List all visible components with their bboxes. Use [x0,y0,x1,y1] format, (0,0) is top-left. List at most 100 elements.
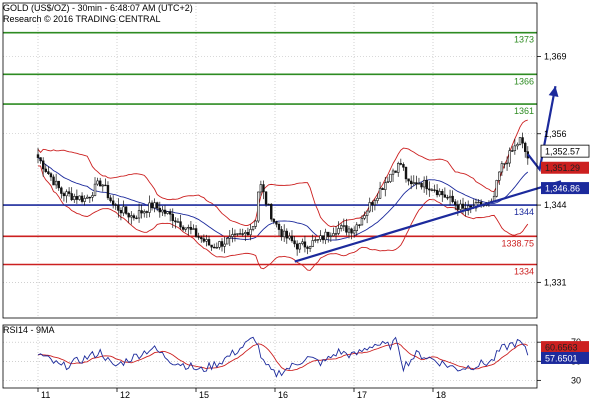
candle-body [49,173,53,178]
candle-body [477,201,480,204]
candle-body [257,191,260,222]
candle-body [156,202,159,209]
candle-body [210,244,213,248]
candle-body [360,217,364,226]
candle-body [132,215,136,219]
candle-body [163,209,167,214]
candle-body [192,228,195,230]
candle-body [277,223,281,230]
rsi-ma-tag-bg [541,341,589,354]
candle-body [187,226,190,229]
candle-body [469,205,472,208]
candle-body [298,243,301,250]
chart-title: GOLD (US$/OZ) - 30min - 6:48:07 AM (UTC+… [3,3,193,13]
candle-body [135,217,138,220]
candle-body [148,202,151,213]
candle-body [145,211,149,213]
candle-body [368,202,371,212]
candle-body [231,234,234,237]
candle-body [80,195,84,202]
band-price-tag: 1,351.29 [545,163,580,173]
candle-body [417,182,421,185]
candle-body [57,180,60,189]
candle-body [184,227,187,230]
candle-body [365,210,369,216]
ma-line [37,157,529,241]
candle-body [435,189,439,196]
candle-body [454,201,457,206]
candle-body [448,195,452,199]
time-tick-label: 18 [436,390,446,400]
price-panel-border [2,2,538,319]
candle-body [306,246,309,249]
candle-body [168,211,172,215]
candle-body [516,144,519,147]
rsi-value-tag: 57.6501 [545,353,578,363]
candle-body [194,228,198,237]
candle-body [285,230,288,239]
candle-body [295,243,299,250]
candle-body [363,215,366,219]
candle-body [207,239,211,246]
candle-body [246,232,250,236]
upper-band [37,119,528,228]
price-tick-label: 1,331 [544,277,567,287]
rsi-tick-label: 30 [571,375,581,385]
candle-body [218,241,221,248]
candle-body [241,233,244,235]
level-label-resistance: 1373 [514,35,534,45]
candle-body [127,213,130,218]
candle-body [158,207,162,213]
candle-body [236,233,239,235]
rsi-panel [37,336,529,378]
candle-body [249,229,252,236]
time-axis: 11 12 15 16 17 18 [37,388,446,400]
candle-body [119,210,123,214]
annotations [294,86,562,263]
candle-body [47,171,50,174]
candle-body [106,185,110,199]
candle-body [130,215,133,218]
forecast-arrowhead [548,86,559,97]
candle-body [386,181,390,184]
candle-body [179,221,182,228]
candle-body [67,191,71,194]
rsi-panel-border [2,324,538,389]
candle-body [420,182,423,188]
price-candles [36,132,530,256]
candle-body [272,218,276,222]
candle-body [238,233,242,235]
candle-body [233,233,237,236]
candle-body [166,211,169,214]
candle-body [407,178,410,182]
candle-body [65,191,68,197]
lower-band [37,165,529,271]
forecast-arrow [526,86,557,173]
rsi-title: RSI14 - 9MA [3,325,55,335]
candle-body [202,238,206,242]
price-tick-label: 1,369 [544,51,567,61]
candle-body [498,171,501,181]
candle-body [345,225,348,233]
candle-body [503,163,506,165]
time-tick-label: 11 [41,390,50,400]
candle-body [117,204,120,211]
candle-body [308,246,312,249]
candle-body [153,202,156,209]
candle-body [93,183,97,196]
candle-body [244,232,247,235]
candle-body [511,150,514,152]
candle-body [290,235,294,242]
candle-body [137,210,141,219]
candle-body [270,203,273,220]
candle-body [513,145,517,151]
candle-body [280,229,283,238]
candle-body [334,233,338,235]
bollinger-bands [37,119,529,271]
candle-body [111,200,115,205]
candle-body [122,206,125,214]
candle-body [358,224,361,226]
candle-body [332,233,335,237]
candle-body [399,163,403,165]
